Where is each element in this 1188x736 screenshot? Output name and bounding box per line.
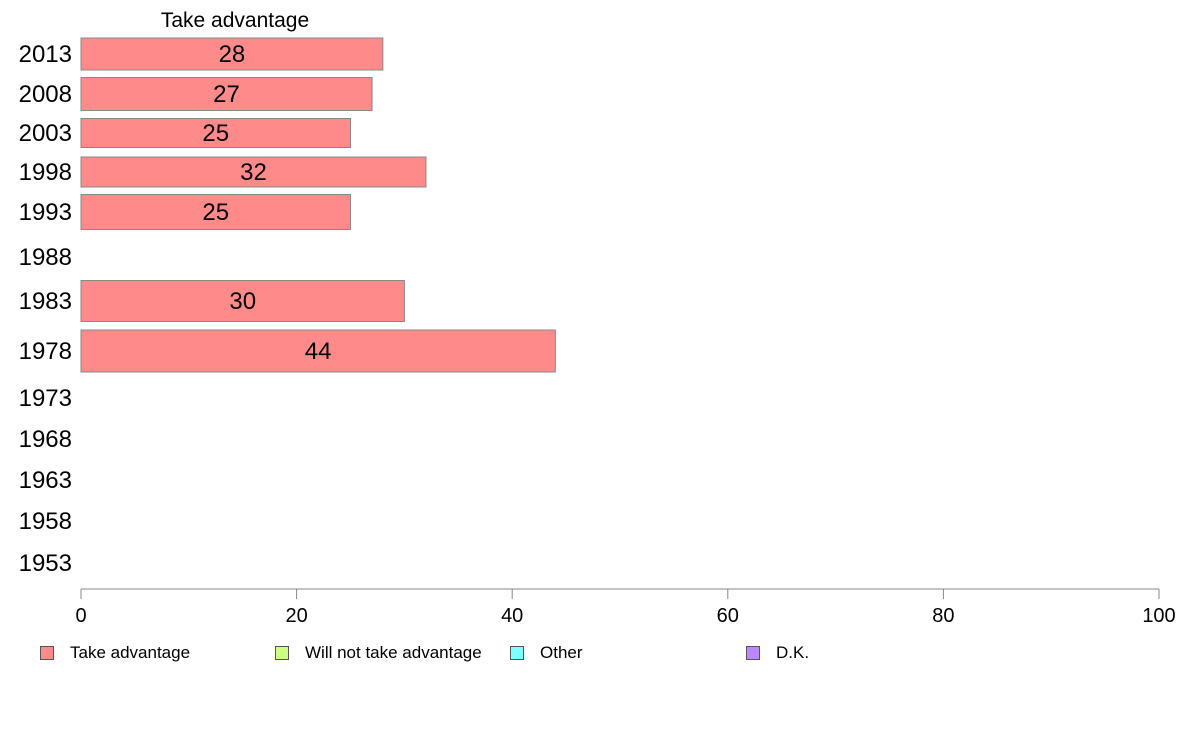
data-label-1998: 32 xyxy=(240,159,267,186)
y-tick-label-1978: 1978 xyxy=(19,338,72,365)
bar-1978 xyxy=(80,329,556,373)
legend-item-other: Other xyxy=(510,643,583,663)
data-label-2013: 28 xyxy=(219,41,246,68)
x-tick-label-60: 60 xyxy=(717,605,739,627)
bars-group: 28 27 25 32 25 30 44 xyxy=(80,37,556,373)
x-tick-label-100: 100 xyxy=(1142,605,1175,627)
x-tick-label-20: 20 xyxy=(285,605,307,627)
x-tick-label-80: 80 xyxy=(932,605,954,627)
bar-2013 xyxy=(80,37,384,71)
y-tick-label-1998: 1998 xyxy=(19,159,72,186)
legend-swatch xyxy=(746,646,760,660)
y-tick-label-2008: 2008 xyxy=(19,81,72,108)
x-tick-label-0: 0 xyxy=(75,605,86,627)
y-tick-label-1993: 1993 xyxy=(19,199,72,226)
bar-1998 xyxy=(80,156,427,188)
x-axis: 0 20 40 60 80 100 xyxy=(75,588,1176,627)
data-label-2003: 25 xyxy=(202,120,229,147)
y-tick-label-1983: 1983 xyxy=(19,288,72,315)
legend-item-will-not-take-advantage: Will not take advantage xyxy=(275,643,482,663)
y-tick-label-1973: 1973 xyxy=(19,385,72,412)
legend-label: Will not take advantage xyxy=(305,643,482,662)
y-tick-label-1963: 1963 xyxy=(19,467,72,494)
bar-1983 xyxy=(80,280,405,322)
bar-1993 xyxy=(80,194,351,230)
legend-swatch xyxy=(40,646,54,660)
legend-label: D.K. xyxy=(776,643,810,662)
bar-2008 xyxy=(80,77,373,111)
data-label-2008: 27 xyxy=(213,81,240,108)
chart-title: Take advantage xyxy=(161,9,309,32)
data-label-1993: 25 xyxy=(202,199,229,226)
legend-swatch xyxy=(510,646,524,660)
data-label-1978: 44 xyxy=(305,338,332,365)
y-tick-label-2003: 2003 xyxy=(19,120,72,147)
data-label-1983: 30 xyxy=(229,288,256,315)
y-tick-label-1953: 1953 xyxy=(19,550,72,577)
legend-item-take-advantage: Take advantage xyxy=(40,643,190,663)
legend-swatch xyxy=(275,646,289,660)
y-tick-label-1968: 1968 xyxy=(19,426,72,453)
legend: Take advantage Will not take advantage O… xyxy=(0,643,1188,665)
y-axis-labels: 2013 2008 2003 1998 1993 1988 1983 1978 1973 1968… xyxy=(19,41,72,577)
x-tick-label-40: 40 xyxy=(501,605,523,627)
bar-2003 xyxy=(80,118,351,148)
legend-label: Take advantage xyxy=(70,643,191,662)
y-tick-label-1958: 1958 xyxy=(19,508,72,535)
legend-item-dk: D.K. xyxy=(746,643,809,663)
legend-label: Other xyxy=(540,643,583,662)
y-tick-label-1988: 1988 xyxy=(19,244,72,271)
y-tick-label-2013: 2013 xyxy=(19,41,72,68)
